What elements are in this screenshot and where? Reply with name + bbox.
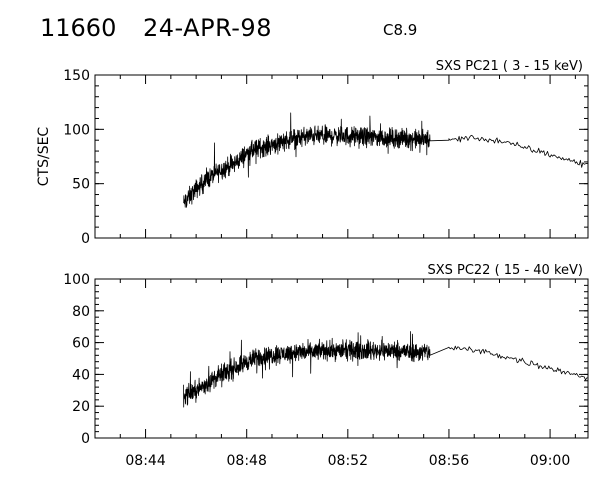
y-tick-label: 0 — [81, 431, 90, 447]
y-tick-label: 40 — [72, 367, 90, 383]
event-date: 24-APR-98 — [143, 14, 272, 42]
x-tick-label: 08:56 — [429, 453, 469, 469]
y-tick-label: 60 — [72, 336, 90, 352]
panel-title: SXS PC22 ( 15 - 40 keV) — [427, 263, 583, 278]
series-line — [183, 331, 588, 408]
x-tick-label: 08:44 — [125, 453, 165, 469]
y-tick-label: 150 — [63, 68, 90, 84]
y-tick-label: 80 — [72, 304, 90, 320]
y-tick-label: 100 — [63, 122, 90, 138]
y-tick-label: 20 — [72, 399, 90, 415]
y-axis-label: CTS/SEC — [36, 127, 52, 187]
event-id: 11660 — [40, 14, 117, 42]
x-tick-label: 09:00 — [530, 453, 570, 469]
x-tick-label: 08:48 — [227, 453, 267, 469]
series-line — [183, 112, 589, 208]
panel-pc21: 0 50 100 150 SXS PC21 ( 3 - 15 keV) CTS/SEC — [36, 59, 589, 247]
plot-frame — [94, 278, 589, 439]
goes-class: C8.9 — [383, 21, 418, 39]
plot-frame — [94, 74, 589, 239]
x-tick-label: 08:52 — [328, 453, 368, 469]
y-tick-label: 50 — [72, 177, 90, 193]
y-tick-label: 100 — [63, 272, 90, 288]
panel-title: SXS PC21 ( 3 - 15 keV) — [436, 59, 583, 74]
panel-pc22: 0 20 40 60 80 100 08:44 08:48 08:52 08:56 09:00 SXS… — [63, 263, 589, 469]
y-tick-label: 0 — [81, 231, 90, 247]
